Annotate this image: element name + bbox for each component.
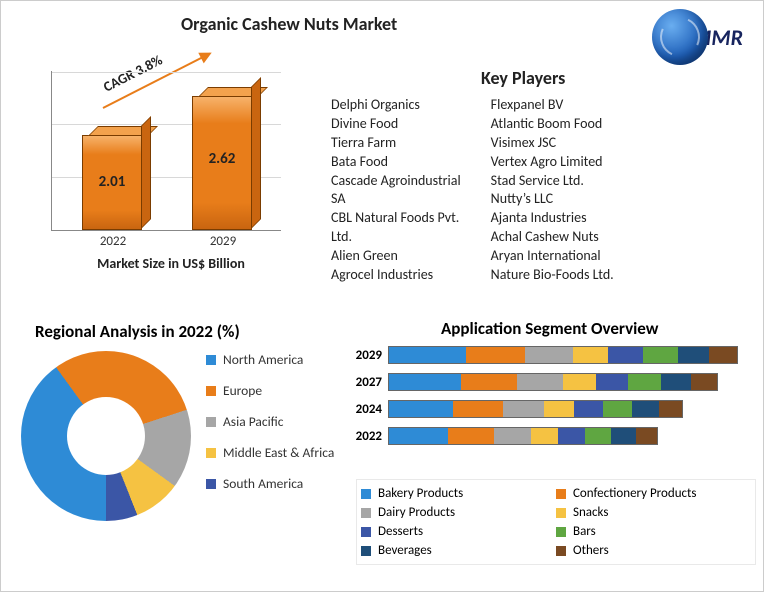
stacked-segment: [632, 401, 658, 417]
stacked-year-label: 2027: [346, 375, 388, 390]
player-item: Vertex Agro Limited: [491, 153, 614, 172]
stacked-segment: [608, 347, 643, 363]
stacked-segment: [678, 347, 709, 363]
app-legend-item: Dairy Products: [361, 503, 556, 522]
player-item: Tierra Farm: [331, 134, 461, 153]
stacked-segment: [544, 401, 573, 417]
stacked-segment: [503, 401, 544, 417]
player-item: SA: [331, 190, 461, 209]
application-segment-heading: Application Segment Overview: [441, 318, 658, 339]
stacked-segment: [574, 401, 603, 417]
stacked-segment: [636, 428, 657, 444]
stacked-segment: [461, 374, 517, 390]
stacked-row: 2022: [346, 427, 751, 445]
stacked-row: 2027: [346, 373, 751, 391]
stacked-year-label: 2024: [346, 402, 388, 417]
regional-donut-chart: North America Europe Asia Pacific Middle Ea…: [21, 351, 334, 521]
player-item: Achal Cashew Nuts: [491, 228, 614, 247]
stacked-segment: [494, 428, 532, 444]
stacked-segment: [525, 347, 574, 363]
stacked-segment: [611, 428, 635, 444]
stacked-segment: [628, 374, 661, 390]
player-item: Nutty’s LLC: [491, 190, 614, 209]
bar-year-2022: 2022: [83, 234, 143, 249]
player-item: CBL Natural Foods Pvt.: [331, 209, 461, 228]
stacked-segment: [573, 347, 608, 363]
player-item: Stad Service Ltd.: [491, 172, 614, 191]
stacked-segment: [389, 428, 448, 444]
stacked-year-label: 2022: [346, 429, 388, 444]
app-legend-item: Confectionery Products: [556, 484, 751, 503]
market-size-bar-chart: CAGR 3.8% 2.01 2022 2.62 2029 Market Siz…: [41, 71, 301, 291]
brand-logo: MMR: [652, 9, 745, 65]
stacked-segment: [585, 428, 612, 444]
stacked-segment: [691, 374, 717, 390]
player-item: Agrocel Industries: [331, 266, 461, 285]
player-item: Aryan International: [491, 247, 614, 266]
player-item: Atlantic Boom Food: [491, 115, 614, 134]
region-legend-item: North America: [206, 351, 334, 368]
bar-plot-area: 2.01 2022 2.62 2029: [51, 71, 281, 231]
player-item: Delphi Organics: [331, 96, 461, 115]
stacked-year-label: 2029: [346, 348, 388, 363]
stacked-segment: [389, 374, 461, 390]
stacked-segment: [603, 401, 632, 417]
globe-icon: [652, 9, 708, 65]
stacked-segment: [563, 374, 596, 390]
region-legend-item: Middle East & Africa: [206, 444, 334, 461]
key-players-list: Delphi OrganicsDivine FoodTierra FarmBat…: [331, 96, 614, 285]
stacked-segment: [643, 347, 678, 363]
player-item: Nature Bio-Foods Ltd.: [491, 266, 614, 285]
stacked-segment: [389, 401, 453, 417]
app-legend-item: Bars: [556, 522, 751, 541]
player-item: Alien Green: [331, 247, 461, 266]
player-item: Cascade Agroindustrial: [331, 172, 461, 191]
stacked-segment: [453, 401, 503, 417]
bar-value-2022: 2.01: [83, 173, 141, 191]
stacked-segment: [558, 428, 585, 444]
stacked-segment: [448, 428, 494, 444]
region-legend-item: South America: [206, 475, 334, 492]
player-item: Ltd.: [331, 228, 461, 247]
region-legend-item: Europe: [206, 382, 334, 399]
bar-year-2029: 2029: [193, 234, 253, 249]
application-stacked-chart: 2029 2027 2024 2022: [346, 346, 751, 454]
app-legend-item: Bakery Products: [361, 484, 556, 503]
bar-chart-axis-title: Market Size in US$ Billion: [41, 255, 301, 272]
region-legend-item: Asia Pacific: [206, 413, 334, 430]
stacked-segment: [389, 347, 466, 363]
app-legend-item: Desserts: [361, 522, 556, 541]
stacked-segment: [709, 347, 737, 363]
player-item: Flexpanel BV: [491, 96, 614, 115]
player-item: Bata Food: [331, 153, 461, 172]
stacked-segment: [659, 401, 682, 417]
stacked-row: 2029: [346, 346, 751, 364]
key-players-heading: Key Players: [481, 67, 565, 89]
app-legend-item: Beverages: [361, 541, 556, 560]
application-legend: Bakery ProductsConfectionery ProductsDai…: [356, 479, 756, 565]
regional-analysis-heading: Regional Analysis in 2022 (%): [35, 321, 240, 342]
stacked-row: 2024: [346, 400, 751, 418]
stacked-segment: [531, 428, 558, 444]
bar-value-2029: 2.62: [193, 150, 251, 168]
player-item: Visimex JSC: [491, 134, 614, 153]
stacked-segment: [661, 374, 691, 390]
stacked-segment: [466, 347, 525, 363]
player-item: Ajanta Industries: [491, 209, 614, 228]
player-item: Divine Food: [331, 115, 461, 134]
app-legend-item: Snacks: [556, 503, 751, 522]
app-legend-item: Others: [556, 541, 751, 560]
stacked-segment: [517, 374, 563, 390]
page-title: Organic Cashew Nuts Market: [181, 13, 397, 35]
stacked-segment: [596, 374, 629, 390]
